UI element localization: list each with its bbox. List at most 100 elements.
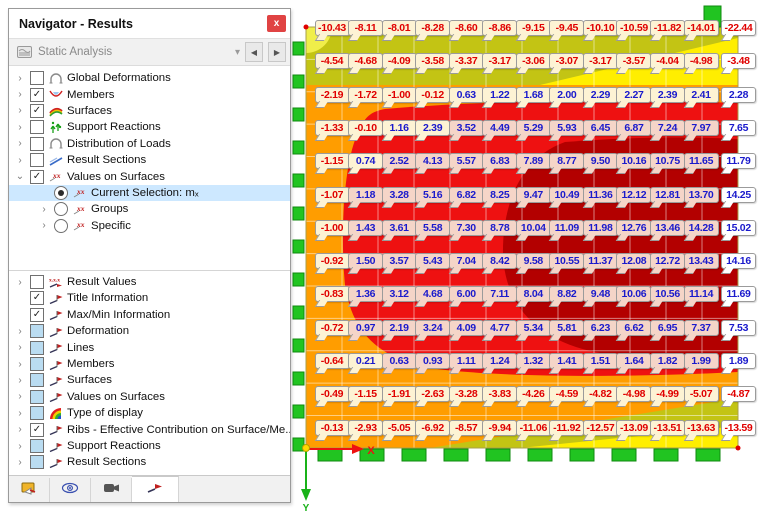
edge-support <box>292 404 305 419</box>
tab-views-eye[interactable] <box>50 478 91 502</box>
tree-item-lines[interactable]: › Lines <box>9 339 290 355</box>
checkbox-checked[interactable]: ✓ <box>30 103 44 118</box>
tab-data-navigator[interactable] <box>9 478 50 502</box>
tree-item-values-on-surfaces[interactable]: › Values on Surfaces <box>9 389 290 405</box>
edge-support <box>292 371 305 386</box>
chevron-right-icon[interactable]: › <box>18 72 22 84</box>
analysis-type-icon <box>17 45 32 59</box>
next-case-icon[interactable]: ▶ <box>268 42 286 62</box>
radio-selected[interactable] <box>54 185 68 200</box>
checkbox-checked[interactable]: ✓ <box>30 307 44 322</box>
close-icon[interactable]: x <box>267 15 286 32</box>
tab-results-flag[interactable] <box>132 476 179 502</box>
tree-item-label: Result Values <box>67 276 137 289</box>
tree-item-label: Groups <box>91 203 129 216</box>
tree-item-deformation[interactable]: › Deformation <box>9 323 290 339</box>
chevron-right-icon[interactable]: › <box>18 154 22 166</box>
checkbox-partial[interactable] <box>30 340 44 355</box>
tree-item-distribution-of-loads[interactable]: › Distribution of Loads <box>9 136 290 152</box>
edge-support <box>292 272 305 287</box>
tree-item-result-sections[interactable]: › Result Sections <box>9 152 290 168</box>
checkbox-partial[interactable] <box>30 357 44 372</box>
checkbox-partial[interactable] <box>30 439 44 453</box>
load-case-label: Static Analysis <box>38 46 113 58</box>
model-view[interactable]: X Y -10.43 -8.11 -8.01 -8.28 -8.60 -8.86 -9.15… <box>290 0 760 512</box>
tree-item-result-sections[interactable]: › Result Sections <box>9 454 290 470</box>
edge-support <box>292 41 305 56</box>
chevron-right-icon[interactable]: › <box>18 138 22 150</box>
checkbox-checked[interactable]: ✓ <box>30 87 44 102</box>
chevron-right-icon[interactable]: › <box>18 358 22 370</box>
tree-item-type-of-display[interactable]: › Type of display <box>9 405 290 421</box>
chevron-right-icon[interactable]: › <box>18 325 22 337</box>
chevron-right-icon[interactable]: › <box>18 121 22 133</box>
radio-unselected[interactable] <box>54 202 68 217</box>
checkbox-checked[interactable]: ✓ <box>30 291 44 306</box>
tree-item-surfaces[interactable]: › Surfaces <box>9 372 290 388</box>
chevron-right-icon[interactable]: › <box>18 105 22 117</box>
tree-item-label: Result Sections <box>67 456 147 469</box>
tree-item-surfaces[interactable]: › ✓ Surfaces <box>9 103 290 119</box>
deformation-arc-icon <box>48 71 63 85</box>
chevron-right-icon[interactable]: › <box>18 424 22 436</box>
chevron-right-icon[interactable]: › <box>18 440 22 452</box>
load-case-selector[interactable]: Static Analysis <box>13 42 230 62</box>
chevron-right-icon[interactable]: › <box>18 374 22 386</box>
edge-support <box>292 206 305 221</box>
chevron-right-icon[interactable]: › <box>18 342 22 354</box>
chevron-down-icon[interactable]: ⌄ <box>15 171 25 183</box>
chevron-right-icon[interactable]: › <box>42 203 46 215</box>
tree-item-specific[interactable]: › xx Specific <box>9 218 290 234</box>
tree-item-groups[interactable]: › xx Groups <box>9 201 290 217</box>
values-xx-icon: xx <box>72 202 87 216</box>
chevron-down-icon[interactable]: ▾ <box>234 46 240 58</box>
tree-item-members[interactable]: › ✓ Members <box>9 86 290 102</box>
edge-support <box>292 239 305 254</box>
checkbox-checked[interactable]: ✓ <box>30 169 44 184</box>
prev-case-icon[interactable]: ◀ <box>245 42 263 62</box>
checkbox-partial[interactable] <box>30 324 44 339</box>
navigator-tabbar <box>9 475 290 502</box>
chevron-right-icon[interactable]: › <box>18 391 22 403</box>
chevron-right-icon[interactable]: › <box>18 456 22 468</box>
checkbox-partial[interactable] <box>30 373 44 388</box>
chevron-right-icon[interactable]: › <box>18 89 22 101</box>
radio-unselected[interactable] <box>54 218 68 233</box>
checkbox-unchecked[interactable] <box>30 275 44 290</box>
checkbox-partial[interactable] <box>30 406 44 421</box>
tree-item-global-deformations[interactable]: › Global Deformations <box>9 70 290 86</box>
tree-item-label: Specific <box>91 219 131 232</box>
panel-titlebar[interactable]: Navigator - Results x <box>9 9 290 39</box>
edge-support <box>292 74 305 89</box>
checkbox-unchecked[interactable] <box>30 120 44 135</box>
tree-item-current-selection-m[interactable]: xx Current Selection: mₓ <box>9 184 290 202</box>
chevron-right-icon[interactable]: › <box>18 407 22 419</box>
tree-item-max-min-information[interactable]: ✓ Max/Min Information <box>9 307 290 323</box>
tree-item-label: Deformation <box>67 325 130 338</box>
tree-item-ribs-effective-contribution-on-surface-m[interactable]: › ✓ Ribs - Effective Contribution on Surfa… <box>9 421 290 437</box>
chevron-right-icon[interactable]: › <box>18 276 22 288</box>
checkbox-unchecked[interactable] <box>30 153 44 168</box>
surfaces-icon <box>48 104 63 118</box>
edge-support <box>527 448 553 462</box>
edge-support <box>317 448 343 462</box>
values-xx-icon: xx <box>72 219 87 233</box>
checkbox-partial[interactable] <box>30 455 44 470</box>
checkbox-checked[interactable]: ✓ <box>30 422 44 437</box>
checkbox-partial[interactable] <box>30 389 44 404</box>
tree-item-result-values[interactable]: › x.x.x Result Values <box>9 274 290 290</box>
tree-item-support-reactions[interactable]: › Support Reactions <box>9 119 290 135</box>
tree-item-title-information[interactable]: ✓ Title Information <box>9 290 290 306</box>
flag-icon <box>48 357 63 371</box>
tab-camera[interactable] <box>91 478 132 502</box>
chevron-right-icon[interactable]: › <box>42 220 46 232</box>
corner-node <box>735 445 741 451</box>
flag-icon <box>48 324 63 338</box>
tree-item-label: Title Information <box>67 292 149 305</box>
tree-item-members[interactable]: › Members <box>9 356 290 372</box>
results-flag-icon <box>147 481 163 499</box>
tree-item-support-reactions[interactable]: › Support Reactions <box>9 438 290 454</box>
checkbox-unchecked[interactable] <box>30 71 44 86</box>
checkbox-unchecked[interactable] <box>30 136 44 151</box>
tree-item-values-on-surfaces[interactable]: ⌄ ✓ xx Values on Surfaces <box>9 168 290 184</box>
